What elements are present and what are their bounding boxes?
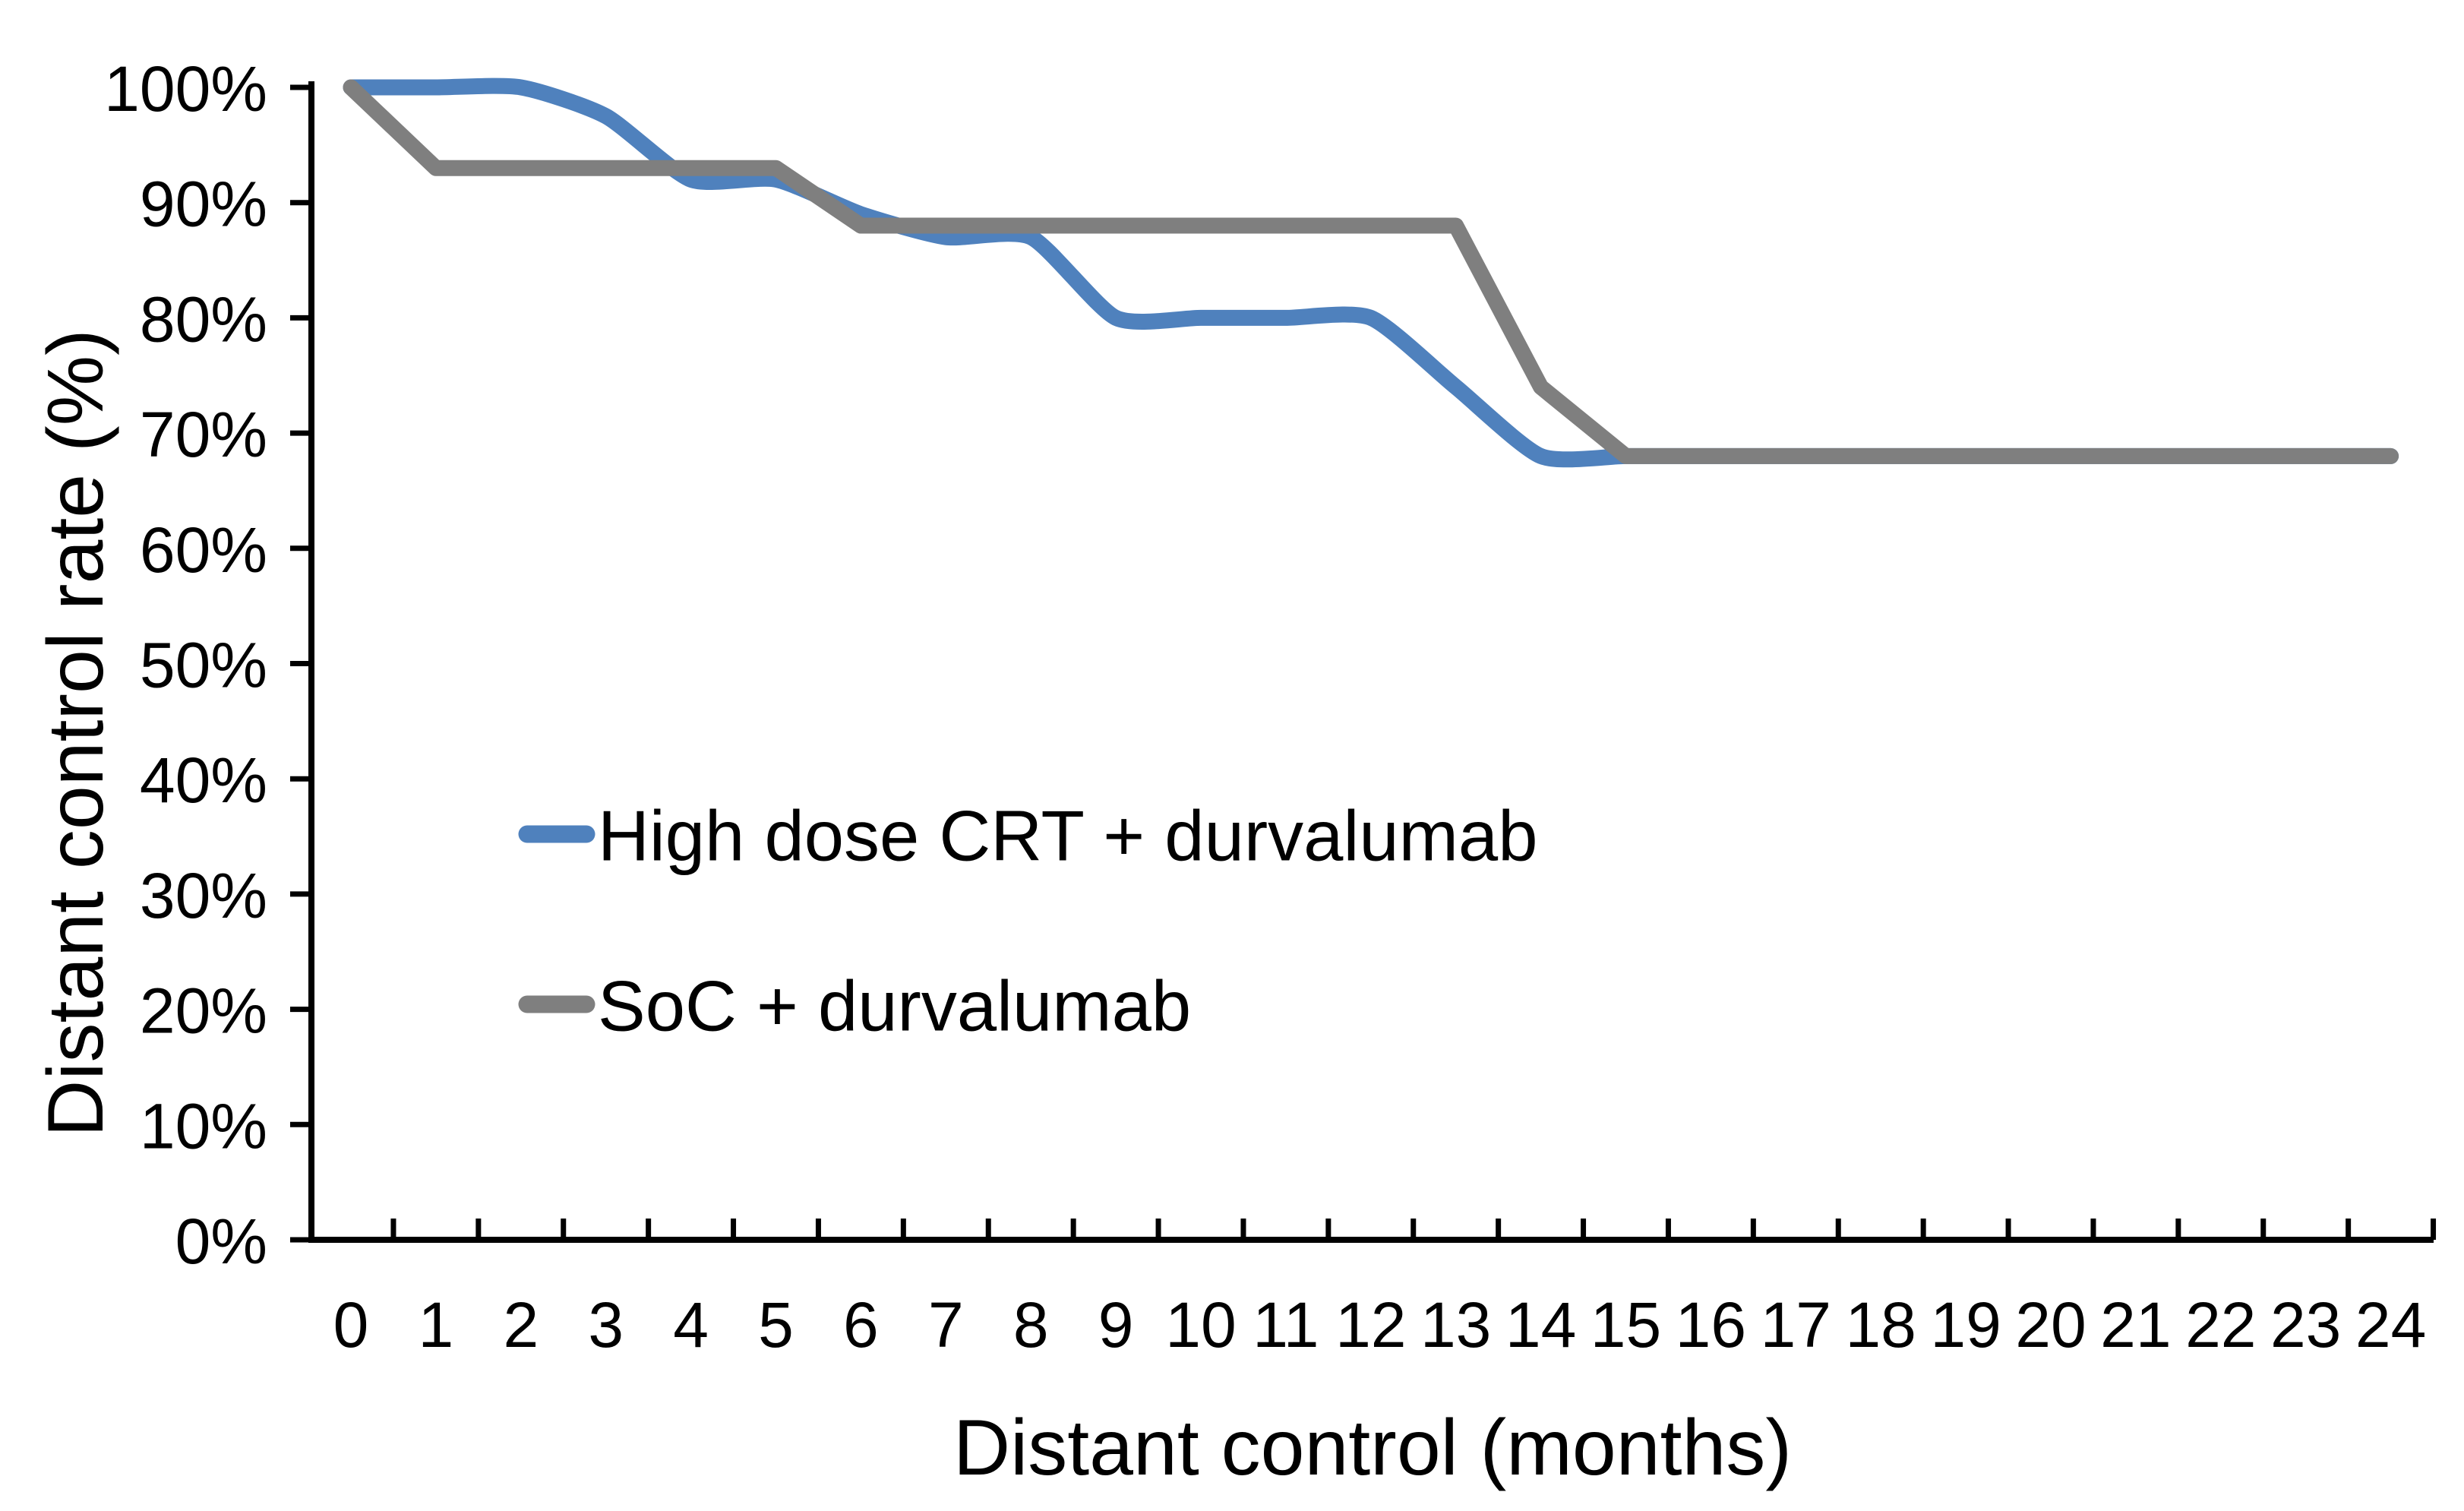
x-tick-label: 8: [1013, 1289, 1049, 1361]
x-tick-label: 0: [333, 1289, 369, 1361]
x-tick-label: 9: [1098, 1289, 1134, 1361]
x-axis-tick-labels: 0 1 2 3 4 5 6 7 8 9 10 11 12 13 14 15 16 17 18 19 20 21 22 23 24: [333, 1289, 2427, 1361]
y-tick-label: 0%: [175, 1206, 267, 1277]
series-lines: [343, 77, 2399, 468]
y-tick-label: 40%: [140, 744, 267, 816]
x-axis-title: Distant control (months): [953, 1404, 1792, 1492]
series-line-high-dose-crt: [343, 77, 2399, 468]
y-tick-label: 70%: [140, 399, 267, 470]
y-tick-label: 10%: [140, 1090, 267, 1162]
x-tick-label: 7: [928, 1289, 964, 1361]
y-tick-label: 20%: [140, 975, 267, 1047]
x-tick-label: 1: [419, 1289, 454, 1361]
x-tick-label: 17: [1761, 1289, 1831, 1361]
x-tick-label: 4: [673, 1289, 709, 1361]
y-tick-label: 50%: [140, 630, 267, 701]
y-tick-label: 100%: [104, 53, 267, 125]
x-tick-label: 5: [758, 1289, 794, 1361]
y-tick-label: 90%: [140, 169, 267, 240]
x-tick-label: 21: [2100, 1289, 2171, 1361]
x-tick-label: 18: [1845, 1289, 1916, 1361]
x-tick-label: 2: [503, 1289, 539, 1361]
x-tick-label: 22: [2185, 1289, 2256, 1361]
x-tick-label: 11: [1253, 1289, 1319, 1361]
x-tick-label: 14: [1505, 1289, 1576, 1361]
y-axis-title: Distant control rate (%): [32, 329, 120, 1136]
x-tick-label: 3: [588, 1289, 624, 1361]
y-axis-tick-labels: 100% 90% 80% 70% 60% 50% 40% 30% 20% 10% 0%: [104, 53, 267, 1277]
legend-label-high-dose-crt: High dose CRT + durvalumab: [598, 796, 1537, 876]
y-tick-label: 80%: [140, 283, 267, 355]
y-tick-label: 60%: [140, 514, 267, 586]
legend: High dose CRT + durvalumab SoC + durvalu…: [518, 796, 1537, 1046]
x-tick-label: 15: [1591, 1289, 1661, 1361]
legend-label-soc: SoC + durvalumab: [598, 966, 1191, 1046]
x-tick-label: 19: [1930, 1289, 2001, 1361]
x-tick-label: 10: [1165, 1289, 1236, 1361]
axes: [290, 81, 2437, 1243]
x-tick-label: 12: [1335, 1289, 1406, 1361]
x-tick-label: 23: [2270, 1289, 2341, 1361]
x-tick-label: 20: [2015, 1289, 2086, 1361]
series-line-soc: [343, 79, 2399, 464]
y-tick-label: 30%: [140, 860, 267, 931]
x-tick-label: 13: [1420, 1289, 1491, 1361]
x-tick-label: 24: [2355, 1289, 2426, 1361]
x-tick-label: 6: [843, 1289, 879, 1361]
x-tick-label: 16: [1676, 1289, 1746, 1361]
